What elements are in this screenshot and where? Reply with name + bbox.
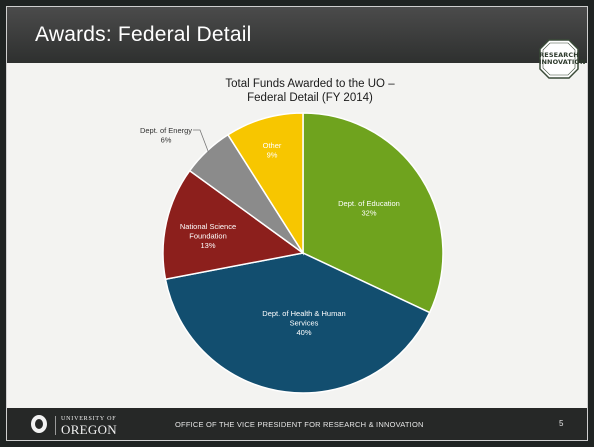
pie-label-percent: 9% [267,151,278,160]
pie-label-text: Services [290,319,319,328]
pie-label-text: Dept. of Health & Human [262,309,345,318]
page-number: 5 [559,419,564,428]
leader-line [193,129,209,153]
pie-slice-other [226,112,304,256]
pie-label-percent: 32% [361,209,376,218]
research-innovation-badge-icon: RESEARCH INNOVATION [539,39,586,79]
pie-label-percent: 6% [161,136,172,145]
logo-university-of: UNIVERSITY OF [61,416,117,422]
pie-label-text: Dept. of Education [338,199,400,208]
pie-slice-education [302,112,444,314]
logo-oregon: OREGON [61,422,117,437]
pie-slice-nsf [162,169,305,281]
pie-label-percent: 13% [200,241,215,250]
badge-line-2: INNOVATION [539,58,586,66]
badge-shape [539,39,579,79]
uo-logo-o-icon [31,415,47,433]
footer-office-text: OFFICE OF THE VICE PRESIDENT FOR RESEARC… [175,420,424,429]
pie-label-percent: 40% [296,328,311,337]
pie-label-text: National Science [180,222,236,231]
slide: Awards: Federal Detail RESEARCH INNOVATI… [6,6,588,441]
footer: UNIVERSITY OF OREGON OFFICE OF THE VICE … [7,408,587,440]
pie-label-text: Foundation [189,232,227,241]
badge-line-1: RESEARCH [539,51,579,59]
pie-slice-health [164,252,431,394]
pie-label-text: Other [263,141,282,150]
chart-title: Total Funds Awarded to the UO – Federal … [157,77,463,105]
pie-label-text: Dept. of Energy [140,126,192,135]
logo-divider [55,416,56,435]
slide-title: Awards: Federal Detail [35,23,252,46]
title-bar: Awards: Federal Detail [7,7,587,63]
chart-title-line-1: Total Funds Awarded to the UO – [225,78,395,90]
chart-title-line-2: Federal Detail (FY 2014) [247,92,373,104]
badge-text: RESEARCH INNOVATION [539,51,586,66]
